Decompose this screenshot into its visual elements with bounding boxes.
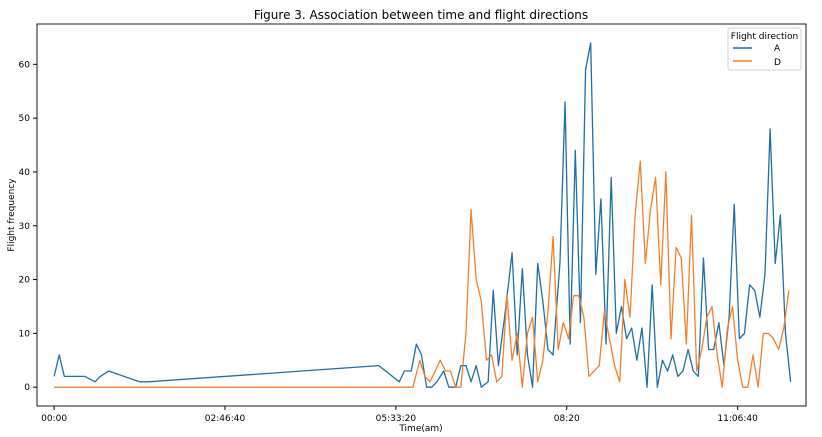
y-tick-label: 60 bbox=[19, 60, 31, 70]
y-axis: 0 10 20 30 40 50 60 bbox=[19, 60, 37, 393]
y-tick-label: 0 bbox=[24, 383, 30, 393]
legend-title: Flight direction bbox=[731, 32, 798, 42]
x-tick-label: 11:06:40 bbox=[717, 414, 758, 424]
legend-label-d: D bbox=[774, 58, 781, 68]
legend: Flight direction A D bbox=[727, 27, 802, 71]
y-tick-label: 20 bbox=[19, 276, 31, 286]
y-tick-label: 30 bbox=[19, 222, 31, 232]
x-tick-label: 05:33:20 bbox=[376, 414, 417, 424]
series-line-d bbox=[54, 160, 790, 388]
y-axis-label: Flight frequency bbox=[7, 178, 17, 252]
x-axis-label: Time(am) bbox=[398, 424, 442, 434]
legend-box bbox=[727, 27, 802, 71]
plot-frame bbox=[36, 23, 807, 407]
x-tick-label: 02:46:40 bbox=[205, 414, 246, 424]
series-layer bbox=[53, 42, 792, 388]
x-tick-label: 08:20 bbox=[554, 414, 580, 424]
series-line-a bbox=[53, 42, 792, 388]
chart-title: Figure 3. Association between time and f… bbox=[254, 8, 588, 22]
y-tick-label: 50 bbox=[19, 114, 31, 124]
y-tick-label: 10 bbox=[19, 329, 31, 339]
x-axis: 00:00 02:46:40 05:33:20 08:20 11:06:40 bbox=[41, 406, 758, 424]
plot-area: 00:00 02:46:40 05:33:20 08:20 11:06:40 0 10 20… bbox=[19, 23, 807, 424]
x-tick-label: 00:00 bbox=[41, 414, 67, 424]
y-tick-label: 40 bbox=[19, 168, 31, 178]
legend-label-a: A bbox=[774, 44, 781, 54]
